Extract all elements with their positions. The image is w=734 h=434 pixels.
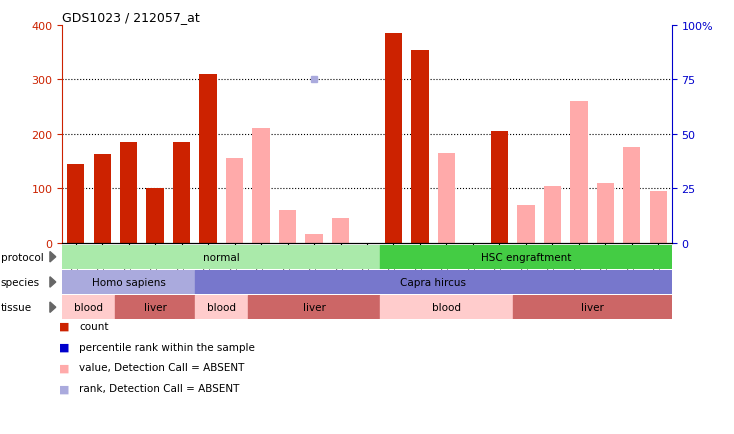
Text: count: count [79,321,109,331]
Text: normal: normal [203,252,240,262]
Bar [438,154,455,243]
Text: ■: ■ [59,321,69,331]
Text: percentile rank within the sample: percentile rank within the sample [79,342,255,352]
Bar [62,270,195,294]
Bar [517,205,534,243]
Text: ■: ■ [59,363,69,372]
Text: liver: liver [581,302,603,312]
Text: protocol: protocol [1,252,43,262]
Bar [200,75,217,243]
Bar [173,143,190,243]
Bar [279,210,296,243]
Bar [650,191,667,243]
Bar [252,129,269,243]
Text: liver: liver [144,302,167,312]
Text: Homo sapiens: Homo sapiens [92,277,166,287]
Bar [93,155,111,243]
Bar [195,296,248,319]
Bar [385,34,402,243]
Bar [332,219,349,243]
Text: ■: ■ [59,342,69,352]
Bar [147,189,164,243]
Bar [120,143,137,243]
Bar [411,50,429,243]
Bar [570,102,587,243]
Bar [380,296,512,319]
Text: blood: blood [207,302,236,312]
Bar [62,296,115,319]
Bar [544,186,561,243]
Bar [115,296,195,319]
Text: GDS1023 / 212057_at: GDS1023 / 212057_at [62,10,200,23]
Bar [67,164,84,243]
Bar [597,183,614,243]
Text: HSC engraftment: HSC engraftment [481,252,571,262]
Text: ■: ■ [59,384,69,393]
Text: blood: blood [432,302,461,312]
Bar [491,132,508,243]
Text: blood: blood [74,302,103,312]
Bar [248,296,380,319]
Text: tissue: tissue [1,302,32,312]
Bar [305,235,323,243]
Bar [62,245,380,269]
Text: Capra hircus: Capra hircus [400,277,466,287]
Bar [380,245,672,269]
Bar [195,270,672,294]
Bar [512,296,672,319]
Bar [226,159,243,243]
Bar [623,148,641,243]
Text: rank, Detection Call = ABSENT: rank, Detection Call = ABSENT [79,384,239,393]
Text: species: species [1,277,40,287]
Text: liver: liver [302,302,325,312]
Text: value, Detection Call = ABSENT: value, Detection Call = ABSENT [79,363,244,372]
